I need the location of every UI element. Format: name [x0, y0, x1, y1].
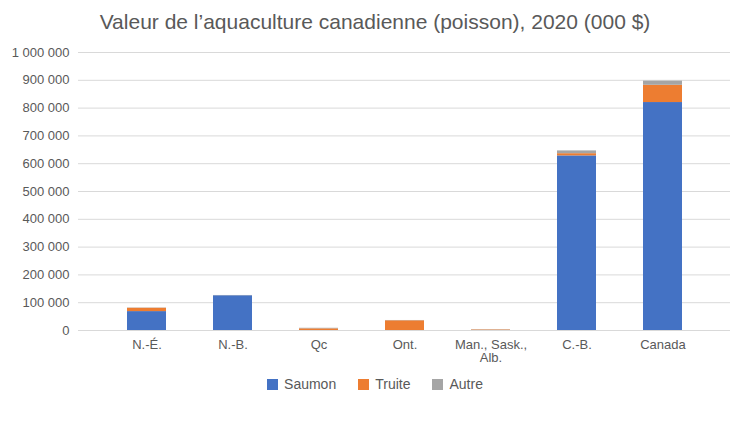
svg-text:Canada: Canada [640, 337, 686, 352]
svg-text:400 000: 400 000 [23, 211, 70, 226]
svg-text:Man., Sask.,Alb.: Man., Sask.,Alb. [455, 337, 527, 365]
svg-text:C.-B.: C.-B. [562, 337, 592, 352]
svg-text:N.-É.: N.-É. [132, 337, 162, 352]
svg-text:200 000: 200 000 [23, 267, 70, 282]
svg-text:600 000: 600 000 [23, 156, 70, 171]
html-text:Saumon: Saumon [284, 376, 337, 392]
svg-text:500 000: 500 000 [23, 184, 70, 199]
svg-text:Ont.: Ont. [393, 337, 418, 352]
svg-text:Qc: Qc [311, 337, 328, 352]
svg-text:900 000: 900 000 [23, 72, 70, 87]
html-text:Truite: Truite [375, 376, 411, 392]
html-text:Autre: Autre [449, 376, 483, 392]
svg-text:300 000: 300 000 [23, 239, 70, 254]
svg-text:1 000 000: 1 000 000 [12, 45, 70, 60]
svg-text:800 000: 800 000 [23, 100, 70, 115]
svg-text:0: 0 [62, 323, 69, 338]
html-text:Valeur de l’aquaculture canadi: Valeur de l’aquaculture canadienne (pois… [99, 10, 651, 33]
svg-text:100 000: 100 000 [23, 295, 70, 310]
svg-text:N.-B.: N.-B. [218, 337, 248, 352]
svg-text:700 000: 700 000 [23, 128, 70, 143]
